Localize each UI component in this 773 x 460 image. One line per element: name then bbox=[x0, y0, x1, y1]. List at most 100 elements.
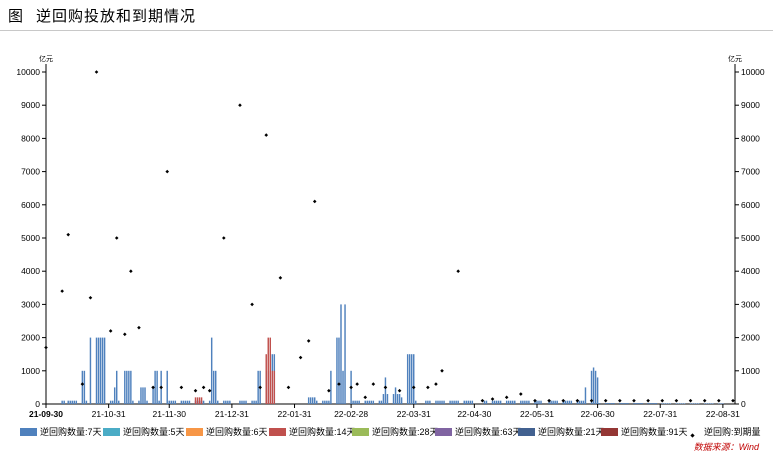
maturity-point bbox=[589, 398, 594, 403]
bar bbox=[691, 403, 694, 404]
bar bbox=[243, 400, 245, 404]
maturity-point bbox=[207, 388, 212, 393]
maturity-point bbox=[193, 388, 198, 393]
bar bbox=[396, 394, 399, 404]
bar bbox=[307, 397, 310, 404]
bar bbox=[465, 400, 467, 404]
maturity-point bbox=[349, 385, 353, 390]
bar bbox=[180, 400, 183, 404]
bar bbox=[366, 400, 368, 404]
x-tick-label: 22-05-31 bbox=[520, 409, 554, 419]
y-tick-label-right: 8000 bbox=[741, 133, 760, 143]
bar bbox=[697, 403, 700, 404]
x-tick-label: 22-02-28 bbox=[334, 409, 368, 419]
y-tick-label-left: 10000 bbox=[16, 67, 40, 77]
bar bbox=[578, 400, 581, 404]
maturity-point bbox=[60, 289, 64, 293]
legend-item: 逆回购数量:6天 bbox=[186, 425, 268, 439]
bar bbox=[720, 403, 722, 404]
y-tick-label-right: 1000 bbox=[741, 366, 760, 376]
bar bbox=[633, 403, 635, 404]
maturity-point bbox=[312, 199, 317, 204]
bar bbox=[451, 400, 453, 404]
bar bbox=[722, 403, 724, 404]
maturity-point bbox=[519, 392, 523, 396]
maturity-point bbox=[371, 382, 376, 386]
bar bbox=[370, 400, 373, 404]
chart-legend: 逆回购数量:7天 逆回购数量:5天 逆回购数量:6天 逆回购数量:14天 逆回购数量:2… bbox=[20, 425, 765, 439]
maturity-point bbox=[603, 398, 608, 403]
bar bbox=[625, 403, 627, 404]
bar bbox=[661, 403, 663, 404]
bar bbox=[311, 397, 314, 404]
bar bbox=[619, 403, 621, 404]
bar bbox=[326, 400, 328, 404]
bar bbox=[491, 400, 494, 404]
maturity-point bbox=[632, 398, 636, 403]
maturity-point bbox=[88, 295, 93, 300]
y-tick-label-right: 0 bbox=[741, 399, 746, 409]
bar bbox=[550, 400, 552, 404]
bar bbox=[554, 400, 556, 404]
bar bbox=[342, 370, 344, 404]
bar bbox=[182, 400, 185, 404]
maturity-point bbox=[575, 398, 580, 403]
maturity-point bbox=[306, 339, 311, 343]
bar bbox=[186, 400, 189, 404]
bar bbox=[455, 400, 457, 404]
bar bbox=[522, 400, 524, 404]
bar bbox=[653, 403, 655, 404]
bar bbox=[166, 370, 168, 404]
bar bbox=[580, 400, 583, 404]
figure-title-text: 逆回购投放和到期情况 bbox=[36, 7, 197, 25]
bar bbox=[273, 370, 276, 404]
maturity-point bbox=[490, 397, 495, 401]
bar bbox=[358, 400, 360, 404]
y-unit-left: 亿元 bbox=[39, 54, 53, 63]
bar bbox=[570, 400, 573, 404]
bar bbox=[67, 400, 69, 404]
bar bbox=[611, 403, 613, 404]
bar bbox=[649, 403, 651, 404]
maturity-point bbox=[179, 385, 184, 390]
bar bbox=[663, 403, 665, 404]
bar bbox=[568, 400, 571, 404]
bar bbox=[647, 403, 649, 404]
bar bbox=[528, 400, 530, 404]
bar bbox=[536, 400, 538, 404]
bar bbox=[435, 400, 437, 404]
bar bbox=[338, 337, 340, 404]
bar bbox=[679, 403, 682, 404]
bar bbox=[61, 400, 63, 404]
y-tick-label-right: 10000 bbox=[741, 67, 765, 77]
legend-label: 逆回购数量:63天 bbox=[455, 427, 522, 437]
bar bbox=[309, 397, 312, 404]
legend-label: 逆回购数量:14天 bbox=[289, 427, 356, 437]
maturity-point bbox=[717, 398, 721, 403]
legend-swatch bbox=[103, 427, 120, 436]
legend-swatch bbox=[269, 427, 286, 436]
bar bbox=[609, 403, 611, 404]
maturity-point bbox=[201, 385, 206, 390]
bar bbox=[497, 400, 500, 404]
bar bbox=[584, 387, 587, 404]
maturity-point bbox=[298, 355, 303, 360]
bar bbox=[639, 403, 641, 404]
bar bbox=[637, 403, 639, 404]
bar bbox=[540, 400, 542, 404]
bar bbox=[212, 370, 215, 404]
y-tick-label-right: 9000 bbox=[741, 100, 760, 110]
bar bbox=[267, 337, 269, 404]
bar bbox=[708, 403, 710, 404]
bar bbox=[118, 400, 120, 404]
bar bbox=[194, 397, 197, 404]
y-tick-label-left: 5000 bbox=[21, 233, 40, 243]
bar bbox=[693, 403, 696, 404]
x-tick-label: 21-09-30 bbox=[29, 409, 63, 419]
maturity-point bbox=[264, 133, 269, 137]
bar bbox=[499, 400, 502, 404]
figure-label: 图 bbox=[8, 7, 25, 25]
legend-swatch bbox=[186, 427, 203, 436]
bar bbox=[526, 400, 528, 404]
